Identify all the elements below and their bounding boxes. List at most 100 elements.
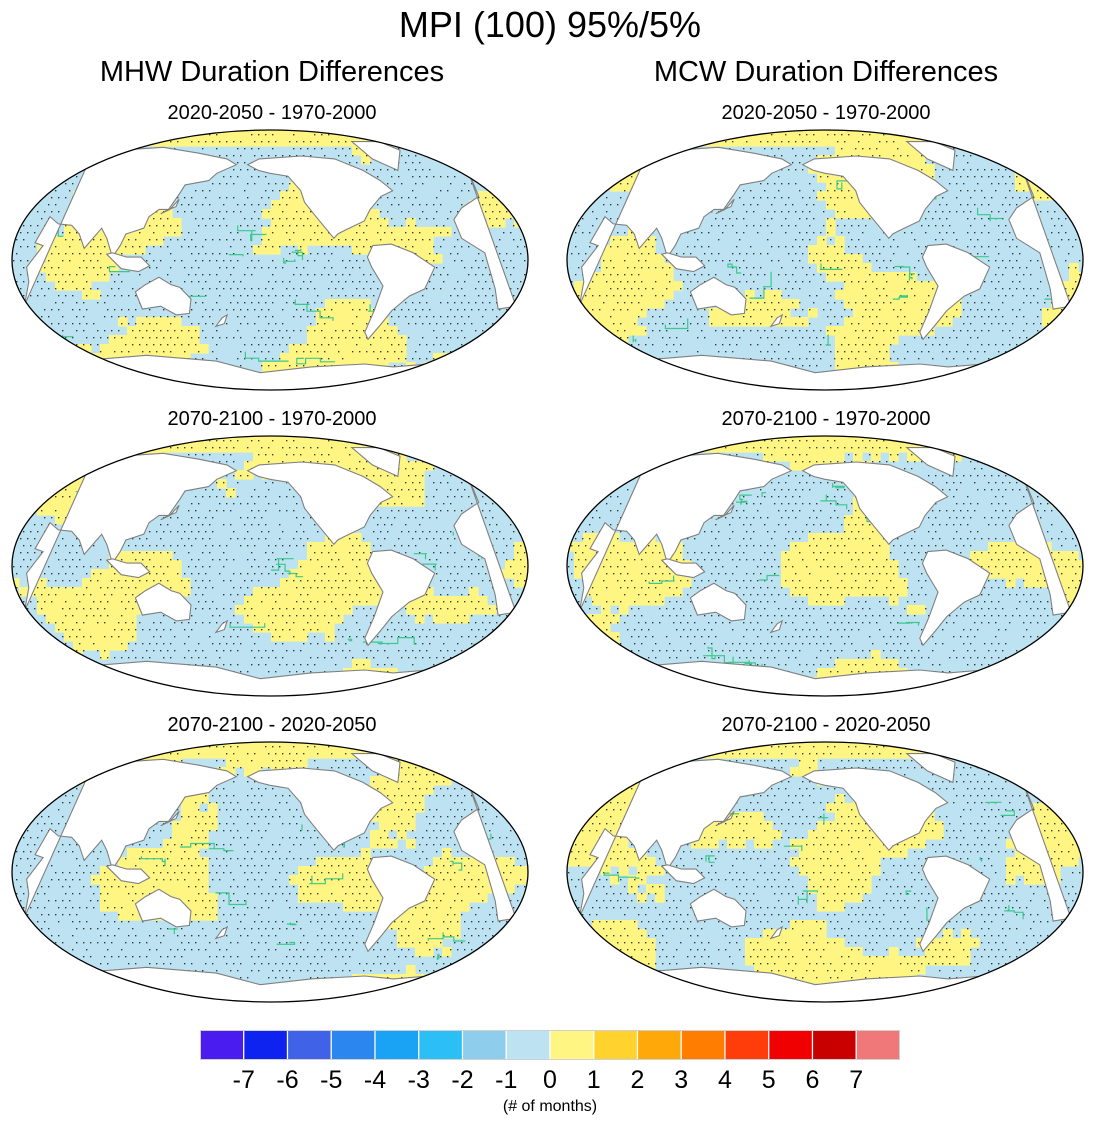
landmass	[919, 855, 991, 953]
landmass	[214, 313, 229, 328]
landmass	[214, 619, 229, 634]
colorbar-tick-label: -7	[232, 1066, 255, 1094]
map-border	[566, 129, 1084, 391]
landmass	[453, 464, 517, 616]
colorbar-tick-label: -6	[276, 1066, 299, 1094]
landmass	[660, 558, 706, 579]
landmass	[578, 758, 793, 919]
colorbar-tick-label: -3	[407, 1066, 430, 1094]
landmass	[23, 758, 238, 919]
colorbar-bin	[855, 1030, 900, 1060]
colorbar-bin	[200, 1030, 245, 1060]
landmass	[453, 158, 517, 310]
colorbar-tick-label: 5	[761, 1066, 776, 1094]
landmass	[1008, 464, 1072, 616]
landmass	[801, 767, 949, 852]
landmass	[364, 243, 436, 341]
colorbar	[200, 1030, 900, 1060]
landmass	[134, 582, 192, 622]
landmass	[801, 461, 949, 546]
mhw-panel-3-label: 2070-2100 - 2020-2050	[167, 714, 377, 736]
mcw-panel-1-label: 2020-2050 - 1970-2000	[721, 102, 931, 124]
landmass	[160, 810, 180, 827]
landmass	[689, 582, 747, 622]
map-border	[11, 435, 529, 697]
landmass	[246, 461, 394, 546]
landmass	[1008, 158, 1072, 310]
colorbar-bin	[549, 1030, 595, 1060]
colorbar-bin	[243, 1030, 289, 1060]
colorbar-bin	[505, 1030, 551, 1060]
map-border	[11, 741, 529, 1003]
mcw-panel-2-label: 2070-2100 - 1970-2000	[721, 408, 931, 430]
mhw-panel-2-label: 2070-2100 - 1970-2000	[167, 408, 377, 430]
colorbar-bin	[811, 1030, 857, 1060]
figure-title: MPI (100) 95%/5%	[398, 4, 702, 45]
mhw-panel-1-label: 2020-2050 - 1970-2000	[167, 102, 377, 124]
landmass	[660, 864, 706, 885]
colorbar-bin	[374, 1030, 420, 1060]
colorbar-tick-label: 6	[805, 1066, 820, 1094]
landmass	[715, 810, 735, 827]
colorbar-bin	[461, 1030, 507, 1060]
landmass	[364, 855, 436, 953]
colorbar-tick-label: -5	[320, 1066, 343, 1094]
landmass	[134, 888, 192, 928]
landmass	[105, 558, 151, 579]
landmass	[769, 925, 784, 940]
mcw-panel-3-label: 2070-2100 - 2020-2050	[721, 714, 931, 736]
landmass	[134, 276, 192, 316]
colorbar-bin	[680, 1030, 726, 1060]
landmass	[105, 252, 151, 273]
mcw-map-2070-vs-2020	[566, 741, 1084, 1003]
mhw-map-2020-2050	[11, 129, 529, 391]
landmass	[689, 276, 747, 316]
landmass	[769, 619, 784, 634]
landmass	[160, 198, 180, 215]
mhw-map-2070-vs-2020	[11, 741, 529, 1003]
landmass	[214, 925, 229, 940]
colorbar-tick-label: 3	[674, 1066, 689, 1094]
landmass	[801, 155, 949, 240]
colorbar-tick-label: 2	[630, 1066, 645, 1094]
landmass	[578, 146, 793, 307]
landmass	[715, 504, 735, 521]
landmass	[660, 252, 706, 273]
colorbar-bin	[724, 1030, 770, 1060]
landmass	[364, 549, 436, 647]
landmass	[769, 313, 784, 328]
landmass	[578, 452, 793, 613]
landmass	[23, 452, 238, 613]
landmass	[453, 770, 517, 922]
landmass	[23, 146, 238, 307]
mhw-column-title: MHW Duration Differences	[99, 56, 445, 88]
colorbar-tick-label: 4	[718, 1066, 732, 1094]
landmass	[689, 888, 747, 928]
colorbar-bin	[768, 1030, 814, 1060]
colorbar-bin	[593, 1030, 639, 1060]
mcw-column-title: MCW Duration Differences	[653, 56, 999, 88]
colorbar-bin	[330, 1030, 376, 1060]
mhw-map-2070-2100	[11, 435, 529, 697]
landmass	[105, 864, 151, 885]
map-border	[566, 435, 1084, 697]
colorbar-tick-label: 1	[586, 1066, 601, 1094]
colorbar-bin	[286, 1030, 332, 1060]
landmass	[246, 155, 394, 240]
colorbar-tick-label: 0	[543, 1066, 557, 1094]
landmass	[715, 198, 735, 215]
map-border	[11, 129, 529, 391]
mcw-map-2070-2100	[566, 435, 1084, 697]
colorbar-tick-label: -2	[451, 1066, 474, 1094]
mcw-map-2020-2050	[566, 129, 1084, 391]
landmass	[246, 767, 394, 852]
colorbar-tick-label: -4	[363, 1066, 387, 1094]
landmass	[919, 549, 991, 647]
map-border	[566, 741, 1084, 1003]
colorbar-tick-label: -1	[495, 1066, 518, 1094]
landmass	[919, 243, 991, 341]
colorbar-units-label: (# of months)	[502, 1098, 598, 1115]
colorbar-tick-label: 7	[849, 1066, 864, 1094]
landmass	[160, 504, 180, 521]
colorbar-bin	[418, 1030, 464, 1060]
